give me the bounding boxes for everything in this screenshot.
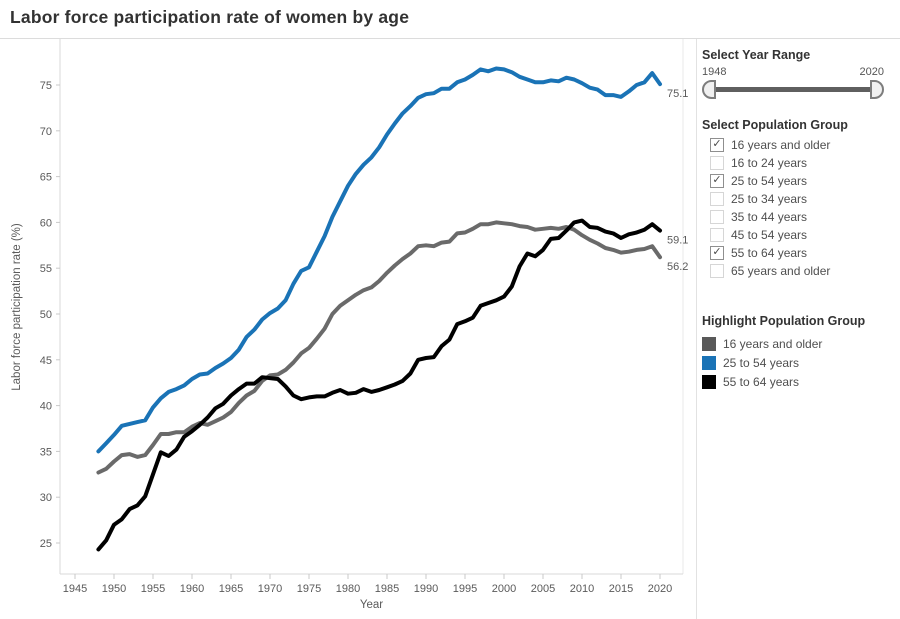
checkbox-checked[interactable]: ✓: [710, 246, 724, 260]
series-line-55-to-64-years[interactable]: [96, 218, 662, 552]
highlight-legend: 16 years and older 25 to 54 years 55 to 64…: [702, 334, 888, 391]
population-option-label: 65 years and older: [731, 264, 831, 278]
population-option[interactable]: 35 to 44 years: [710, 208, 888, 226]
x-tick-label: 1965: [219, 583, 243, 595]
highlight-legend-item[interactable]: 25 to 54 years: [702, 353, 888, 372]
x-tick-label: 2010: [570, 583, 594, 595]
slider-track[interactable]: [705, 87, 881, 92]
checkbox-checked[interactable]: ✓: [710, 138, 724, 152]
page-title: Labor force participation rate of women …: [10, 7, 410, 27]
y-tick-label: 25: [40, 538, 52, 550]
highlight-legend-item[interactable]: 55 to 64 years: [702, 372, 888, 391]
y-tick-label: 60: [40, 217, 52, 229]
population-option-label: 35 to 44 years: [731, 210, 808, 224]
legend-label: 16 years and older: [723, 336, 823, 351]
chart-canvas[interactable]: 25 30 35 40 45 50 55 60 65 70 75 1945 1950 1955 1960 19…: [0, 39, 696, 619]
x-tick-label: 1970: [258, 583, 282, 595]
year-range-header: Select Year Range: [702, 48, 811, 62]
population-option[interactable]: ✓ 16 years and older: [710, 136, 888, 154]
checkbox-unchecked[interactable]: [710, 228, 724, 242]
population-option[interactable]: ✓ 25 to 54 years: [710, 172, 888, 190]
y-tick-label: 35: [40, 446, 52, 458]
y-tick-label: 45: [40, 355, 52, 367]
series-end-label: 75.1: [667, 88, 688, 100]
x-tick-label: 2015: [609, 583, 633, 595]
checkbox-unchecked[interactable]: [710, 210, 724, 224]
series-end-label: 56.2: [667, 261, 688, 273]
x-tick-label: 1985: [375, 583, 399, 595]
population-option[interactable]: 65 years and older: [710, 262, 888, 280]
y-tick-label: 75: [40, 80, 52, 92]
y-tick-label: 70: [40, 126, 52, 138]
population-option-label: 25 to 54 years: [731, 174, 808, 188]
y-tick-label: 65: [40, 172, 52, 184]
legend-label: 25 to 54 years: [723, 355, 800, 370]
year-range-section: Select Year Range 1948 2020: [702, 48, 888, 100]
population-option[interactable]: 16 to 24 years: [710, 154, 888, 172]
year-range-values: 1948 2020: [702, 66, 884, 78]
population-option[interactable]: 25 to 34 years: [710, 190, 888, 208]
x-tick-label: 1980: [336, 583, 360, 595]
population-option[interactable]: ✓ 55 to 64 years: [710, 244, 888, 262]
checkbox-unchecked[interactable]: [710, 264, 724, 278]
checkbox-checked[interactable]: ✓: [710, 174, 724, 188]
series-line-16-years-and-older[interactable]: [96, 220, 662, 475]
checkbox-unchecked[interactable]: [710, 156, 724, 170]
population-group-section: Select Population Group ✓ 16 years and ol…: [702, 118, 888, 280]
x-tick-label: 1975: [297, 583, 321, 595]
control-panel: Select Year Range 1948 2020 Select Popul…: [702, 39, 888, 391]
x-tick-label: 1950: [102, 583, 126, 595]
year-range-slider[interactable]: [702, 80, 884, 100]
population-option-label: 25 to 34 years: [731, 192, 808, 206]
x-tick-label: 1960: [180, 583, 204, 595]
x-tick-label: 1995: [453, 583, 477, 595]
legend-label: 55 to 64 years: [723, 374, 800, 389]
legend-swatch: [702, 374, 716, 389]
highlight-section: Highlight Population Group 16 years and …: [702, 314, 888, 391]
x-tick-label: 2000: [492, 583, 516, 595]
population-option-label: 16 years and older: [731, 138, 831, 152]
x-tick-label: 1990: [414, 583, 438, 595]
title-bar: Labor force participation rate of women …: [0, 0, 900, 39]
line-chart[interactable]: 25 30 35 40 45 50 55 60 65 70 75 1945 1950 1955 1960 19…: [0, 39, 697, 619]
series-end-label: 59.1: [667, 235, 688, 247]
highlight-legend-item[interactable]: 16 years and older: [702, 334, 888, 353]
x-tick-label: 1945: [63, 583, 87, 595]
x-axis-title: Year: [360, 599, 383, 611]
legend-swatch: [702, 355, 716, 370]
y-axis-title: Labor force participation rate (%): [11, 223, 23, 391]
year-range-max: 2020: [859, 66, 884, 78]
highlight-header: Highlight Population Group: [702, 314, 866, 328]
population-option-label: 55 to 64 years: [731, 246, 808, 260]
population-group-list: ✓ 16 years and older 16 to 24 years ✓ 25 to …: [702, 136, 888, 280]
population-option[interactable]: 45 to 54 years: [710, 226, 888, 244]
series-line-25-to-54-years[interactable]: [96, 66, 662, 454]
y-tick-label: 55: [40, 263, 52, 275]
x-tick-label: 1955: [141, 583, 165, 595]
population-option-label: 16 to 24 years: [731, 156, 808, 170]
population-option-label: 45 to 54 years: [731, 228, 808, 242]
population-group-header: Select Population Group: [702, 118, 848, 132]
slider-handle-right[interactable]: [870, 80, 884, 99]
checkbox-unchecked[interactable]: [710, 192, 724, 206]
y-tick-label: 50: [40, 309, 52, 321]
year-range-min: 1948: [702, 66, 727, 78]
y-tick-label: 30: [40, 492, 52, 504]
x-tick-label: 2020: [648, 583, 672, 595]
x-tick-label: 2005: [531, 583, 555, 595]
y-tick-label: 40: [40, 401, 52, 413]
slider-handle-left[interactable]: [702, 80, 716, 99]
legend-swatch: [702, 336, 716, 351]
